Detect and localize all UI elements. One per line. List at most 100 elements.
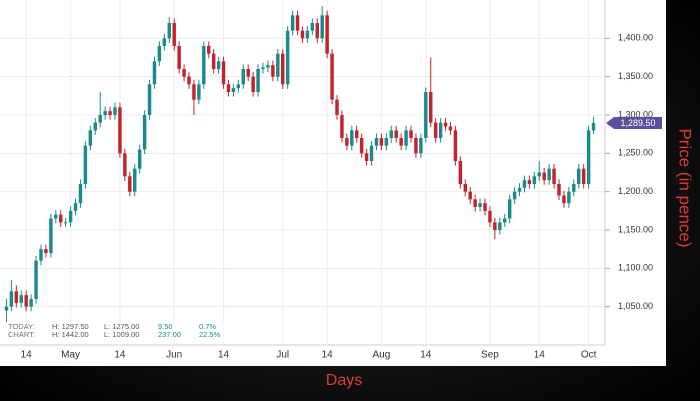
candle-body bbox=[577, 168, 581, 184]
candle-body bbox=[108, 111, 112, 115]
summary-low: L: 1275.00 bbox=[104, 322, 139, 331]
candle-body bbox=[330, 53, 334, 100]
candle-body bbox=[567, 191, 571, 204]
candle-body bbox=[276, 53, 280, 77]
candle-body bbox=[562, 195, 566, 204]
candle-body bbox=[453, 130, 458, 161]
x-tick-label: 14 bbox=[322, 350, 334, 361]
candle-body bbox=[522, 180, 527, 188]
candle-body bbox=[512, 191, 517, 200]
summary-change: 237.00 bbox=[158, 330, 181, 339]
x-tick-label: Jun bbox=[166, 350, 182, 361]
candle-body bbox=[9, 291, 14, 307]
candle-body bbox=[123, 153, 127, 177]
candle-body bbox=[98, 115, 102, 123]
candle-body bbox=[157, 46, 162, 62]
candle-body bbox=[448, 126, 453, 131]
candle-body bbox=[320, 15, 324, 39]
candle-body bbox=[221, 61, 226, 85]
candle-body bbox=[24, 295, 28, 307]
candle-body bbox=[192, 84, 196, 100]
candle-body bbox=[271, 65, 275, 77]
candle-body bbox=[572, 184, 576, 192]
candle-body bbox=[419, 138, 423, 154]
price-tag bbox=[606, 117, 662, 130]
candle-body bbox=[517, 187, 522, 192]
candle-body bbox=[236, 84, 241, 89]
x-axis-title: Days bbox=[326, 372, 362, 389]
x-tick-label: Sep bbox=[481, 350, 499, 361]
candle-body bbox=[113, 107, 117, 115]
candle-body bbox=[468, 191, 472, 200]
candle-body bbox=[473, 199, 477, 207]
candle-body bbox=[137, 149, 142, 169]
candle-body bbox=[4, 306, 9, 311]
candle-body bbox=[300, 30, 305, 39]
candle-body bbox=[34, 260, 38, 299]
candle-body bbox=[394, 130, 398, 138]
candle-body bbox=[133, 168, 137, 192]
candle-body bbox=[591, 123, 596, 131]
candle-body bbox=[507, 199, 512, 219]
y-tick-label: 1,100.00 bbox=[618, 263, 653, 273]
candle-body bbox=[359, 138, 364, 154]
candle-body bbox=[187, 76, 191, 85]
candle-body bbox=[197, 84, 201, 100]
summary-high: H: 1442.00 bbox=[52, 330, 89, 339]
candle-body bbox=[83, 145, 88, 184]
candle-body bbox=[172, 23, 176, 46]
x-tick-label: 14 bbox=[21, 350, 33, 361]
candle-body bbox=[59, 214, 63, 223]
candle-body bbox=[443, 122, 448, 127]
candle-body bbox=[315, 23, 319, 39]
candle-body bbox=[216, 61, 221, 69]
candle-body bbox=[498, 222, 502, 230]
price-tag-label: 1,289.50 bbox=[620, 118, 655, 128]
candle-body bbox=[364, 153, 369, 161]
candle-body bbox=[231, 88, 236, 92]
candle-body bbox=[285, 30, 290, 85]
summary-change-pct: 22.5% bbox=[199, 330, 221, 339]
x-tick-label: 14 bbox=[420, 350, 432, 361]
candle-body bbox=[325, 15, 329, 54]
candle-body bbox=[478, 203, 482, 207]
candle-body bbox=[488, 210, 492, 223]
candle-body bbox=[39, 249, 43, 261]
candle-body bbox=[335, 99, 339, 115]
candle-body bbox=[379, 138, 384, 146]
x-tick-label: 14 bbox=[534, 350, 546, 361]
candle-body bbox=[384, 138, 389, 146]
summary-box bbox=[4, 322, 234, 342]
candle-body bbox=[557, 184, 561, 196]
x-tick-label: May bbox=[61, 350, 80, 361]
y-tick-label: 1,300.00 bbox=[618, 109, 653, 119]
candle-body bbox=[295, 15, 300, 31]
candle-body bbox=[290, 15, 295, 31]
candle-body bbox=[433, 122, 438, 138]
y-tick-label: 1,200.00 bbox=[618, 186, 653, 196]
summary-change: 9.50 bbox=[158, 322, 173, 331]
candle-body bbox=[49, 218, 53, 253]
candle-body bbox=[152, 61, 157, 85]
candle-body bbox=[14, 291, 19, 303]
candle-body bbox=[503, 218, 507, 223]
candle-body bbox=[128, 176, 132, 192]
candle-body bbox=[581, 168, 586, 184]
x-tick-label: 14 bbox=[114, 350, 126, 361]
candle-body bbox=[118, 107, 122, 154]
candle-body bbox=[483, 203, 487, 211]
summary-low: L: 1009.00 bbox=[104, 330, 139, 339]
candle-body bbox=[552, 168, 556, 184]
candle-body bbox=[142, 115, 147, 150]
x-tick-label: Aug bbox=[373, 350, 391, 361]
candle-body bbox=[310, 23, 315, 31]
candle-body bbox=[532, 176, 537, 184]
y-tick-label: 1,400.00 bbox=[618, 33, 653, 43]
candle-body bbox=[162, 38, 167, 46]
candle-body bbox=[54, 214, 58, 219]
candle-body bbox=[458, 161, 463, 184]
candle-body bbox=[44, 249, 48, 253]
y-tick-label: 1,350.00 bbox=[618, 71, 653, 81]
candle-body bbox=[103, 111, 107, 115]
